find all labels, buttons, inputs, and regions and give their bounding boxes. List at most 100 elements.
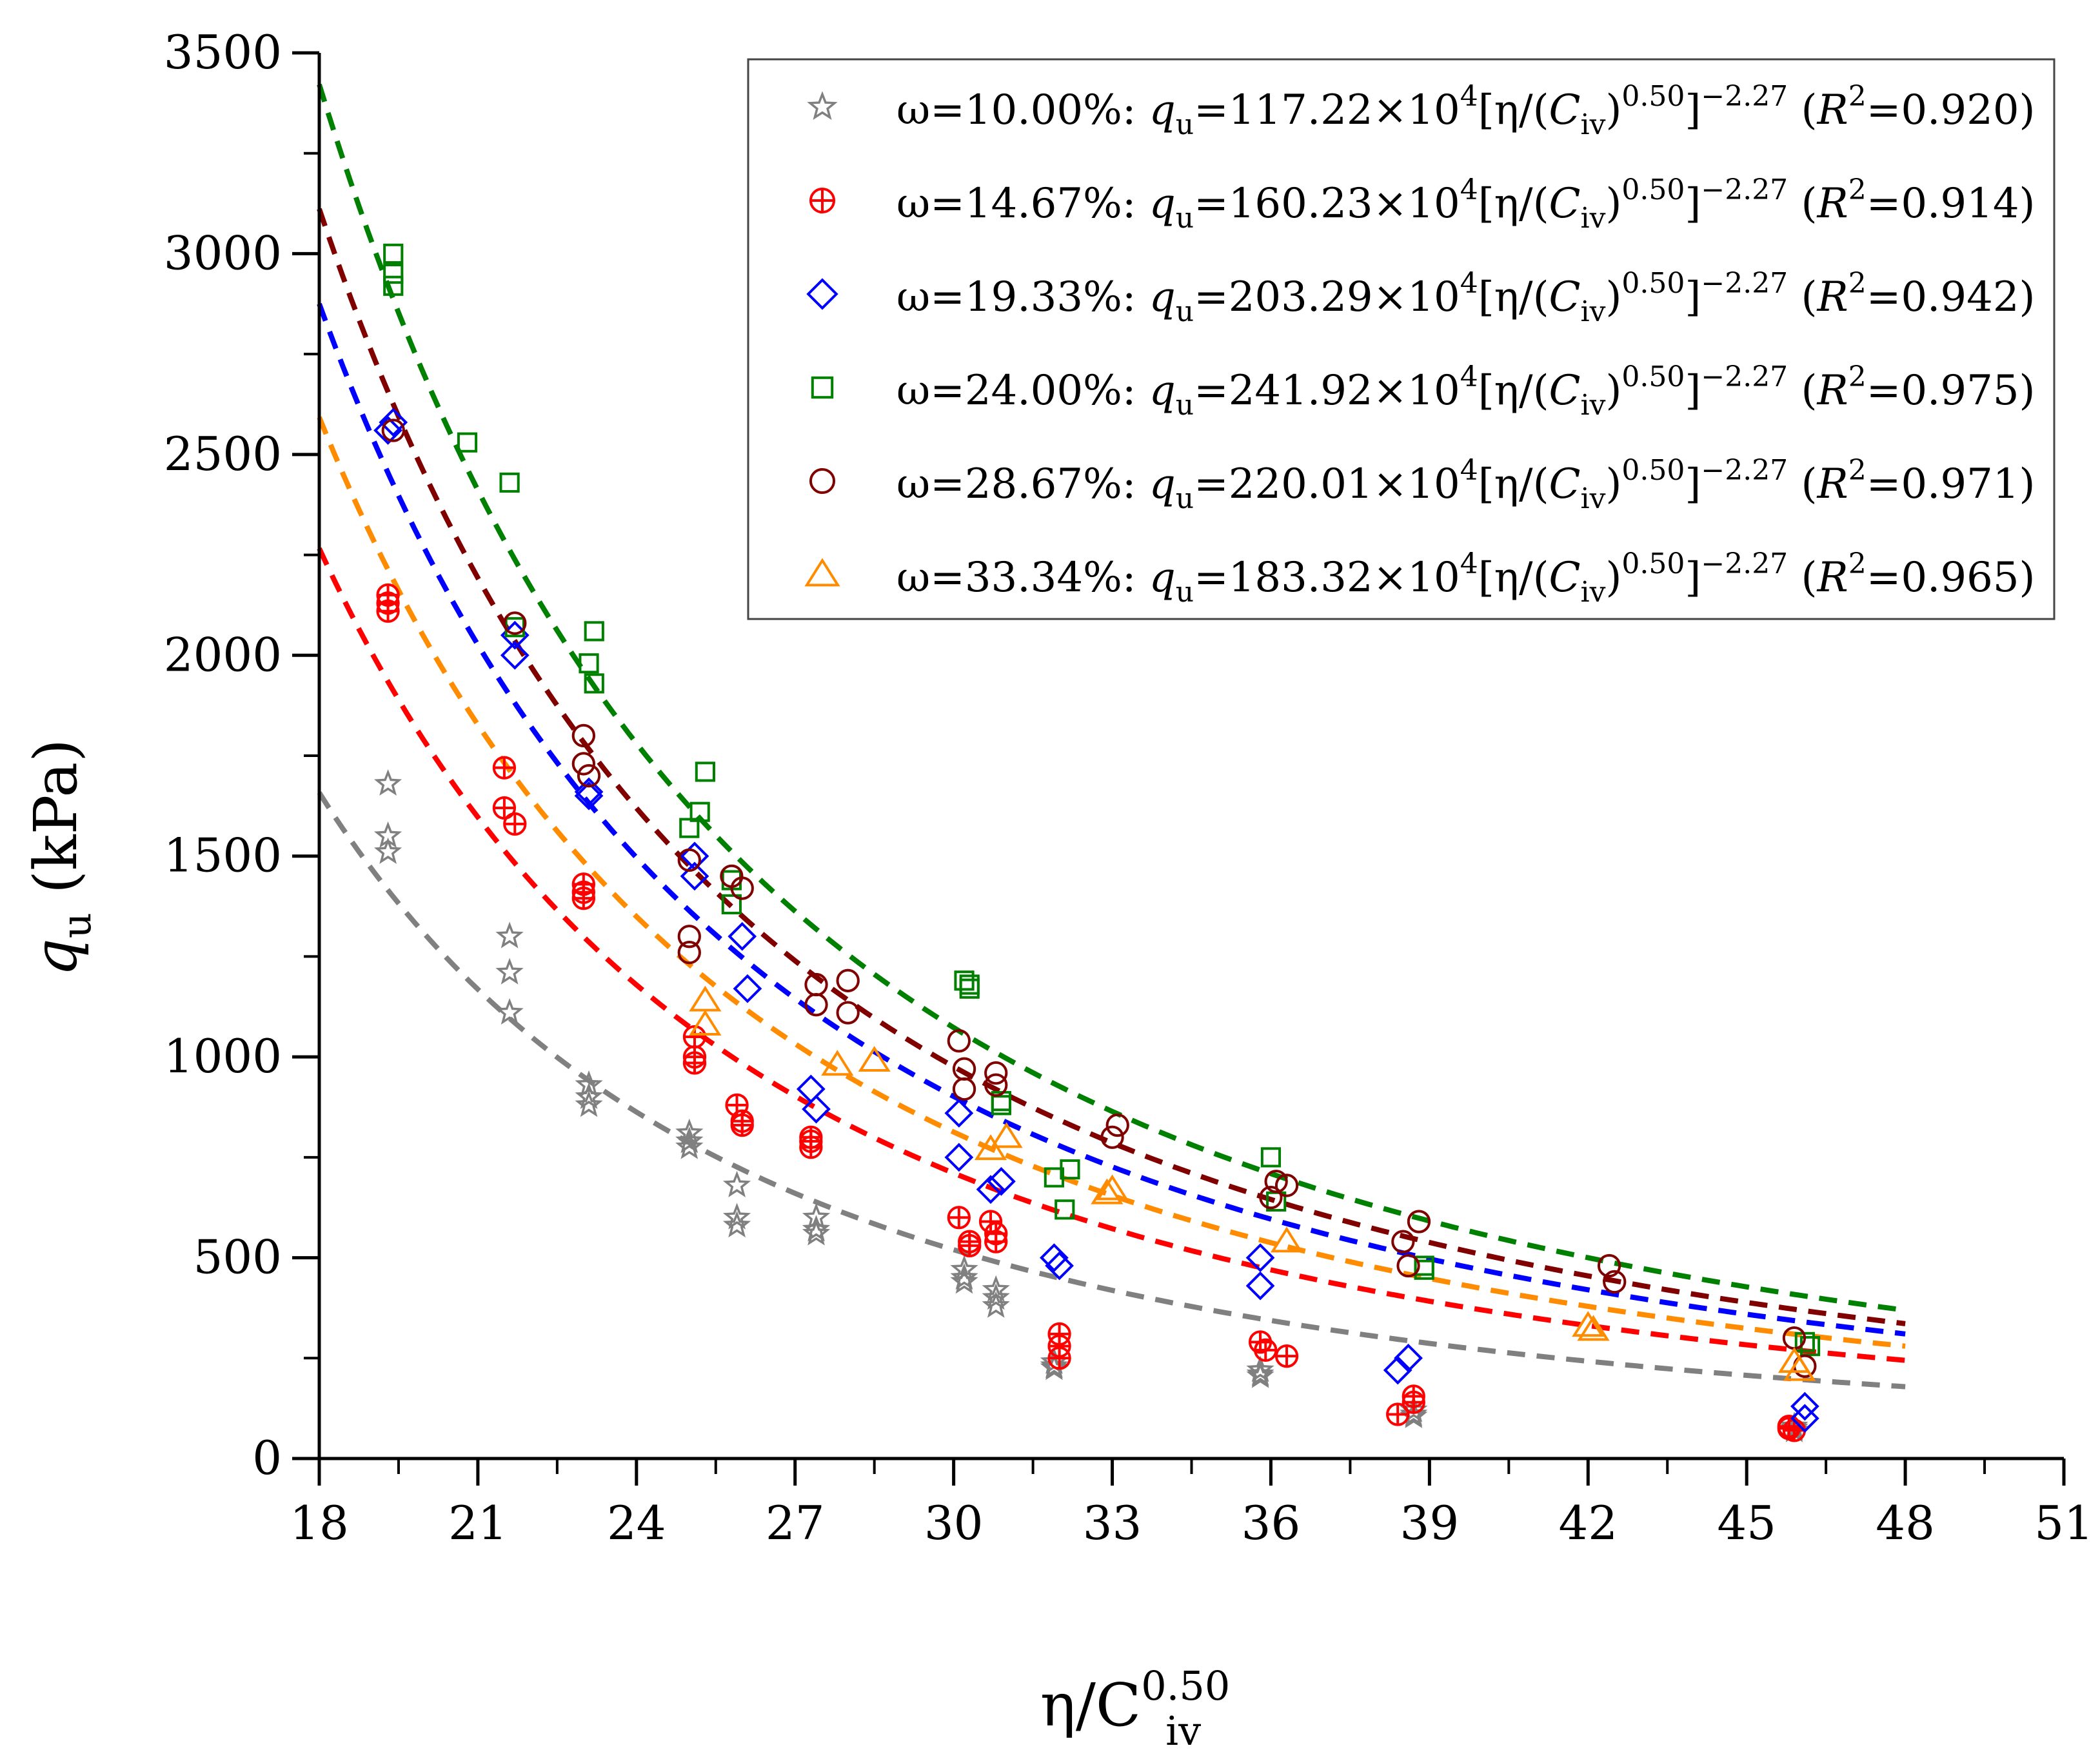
marker-shape bbox=[503, 611, 527, 635]
marker-shape bbox=[1577, 1315, 1610, 1341]
fit-curve-ω=28.67% bbox=[317, 208, 1906, 1326]
marker-shape bbox=[804, 993, 828, 1017]
marker-shape bbox=[1391, 1230, 1415, 1253]
marker-shape bbox=[677, 925, 701, 948]
data-point bbox=[1264, 1170, 1288, 1194]
marker-shape bbox=[677, 848, 701, 872]
x-tick-label: 24 bbox=[607, 1496, 666, 1550]
data-point bbox=[799, 1135, 823, 1159]
data-point bbox=[982, 1291, 1010, 1318]
marker-shape bbox=[984, 1073, 1008, 1097]
marker-shape bbox=[383, 243, 404, 264]
data-point bbox=[1577, 1315, 1610, 1341]
marker-shape bbox=[836, 968, 860, 992]
x-tick-label: 42 bbox=[1558, 1496, 1618, 1550]
marker-shape bbox=[575, 1070, 603, 1097]
marker-shape bbox=[689, 1010, 722, 1036]
data-point bbox=[1260, 1147, 1282, 1168]
marker-shape bbox=[858, 1046, 891, 1072]
x-tick-label: 39 bbox=[1400, 1496, 1460, 1550]
data-point bbox=[950, 1267, 978, 1294]
marker-shape bbox=[577, 763, 601, 788]
data-point bbox=[383, 263, 404, 284]
data-point bbox=[675, 1126, 704, 1154]
marker-shape bbox=[1783, 1355, 1816, 1381]
marker-shape bbox=[1044, 1167, 1064, 1188]
data-point bbox=[584, 673, 604, 694]
marker-shape bbox=[1274, 1174, 1299, 1197]
marker-shape bbox=[584, 673, 604, 694]
data-point bbox=[722, 1211, 751, 1238]
marker-shape bbox=[373, 416, 402, 445]
data-point bbox=[675, 1132, 704, 1159]
data-point bbox=[680, 861, 709, 891]
fit-curve-ω=19.33% bbox=[317, 302, 1906, 1337]
series-circle bbox=[381, 418, 1817, 1378]
data-point bbox=[802, 1215, 831, 1242]
marker-shape bbox=[574, 781, 604, 811]
marker-shape bbox=[959, 974, 980, 995]
marker-shape bbox=[806, 278, 838, 310]
data-point bbox=[976, 1175, 1005, 1204]
marker-shape bbox=[574, 777, 604, 807]
data-point bbox=[495, 921, 524, 948]
marker-shape bbox=[677, 941, 701, 965]
x-tick-label: 36 bbox=[1242, 1496, 1301, 1550]
marker-shape bbox=[733, 974, 762, 1003]
marker-shape bbox=[1245, 1243, 1275, 1272]
data-point bbox=[958, 1233, 982, 1258]
data-point bbox=[1414, 1259, 1434, 1280]
data-point bbox=[1096, 1174, 1129, 1201]
data-point bbox=[689, 1010, 722, 1036]
data-point bbox=[575, 1090, 603, 1117]
marker-shape bbox=[495, 997, 524, 1025]
marker-shape bbox=[495, 958, 524, 985]
legend-entry: ω=14.67%: qu=160.23×104[η/(Civ)0.50]−2.2… bbox=[896, 173, 2036, 235]
data-point bbox=[679, 818, 700, 838]
data-point bbox=[1245, 1243, 1275, 1272]
y-tick-label: 2500 bbox=[164, 427, 282, 481]
marker-shape bbox=[722, 1211, 751, 1238]
data-point bbox=[373, 837, 402, 864]
x-tick-label: 45 bbox=[1717, 1496, 1776, 1550]
marker-shape bbox=[1414, 1259, 1434, 1280]
data-point bbox=[944, 1143, 974, 1172]
legend-entry: ω=28.67%: qu=220.01×104[η/(Civ)0.50]−2.2… bbox=[896, 454, 2036, 515]
marker-shape bbox=[381, 418, 405, 442]
data-point bbox=[381, 418, 405, 442]
marker-shape bbox=[373, 769, 402, 796]
legend-entry: ω=10.00%: qu=117.22×104[η/(Civ)0.50]−2.2… bbox=[896, 80, 2036, 141]
marker-shape bbox=[991, 1095, 1012, 1115]
data-point bbox=[574, 781, 604, 811]
data-point bbox=[802, 1094, 831, 1124]
data-point bbox=[1572, 1311, 1605, 1337]
marker-shape bbox=[944, 1143, 974, 1172]
fit-curve-ω=24.00% bbox=[317, 83, 1906, 1313]
marker-shape bbox=[721, 894, 742, 915]
y-axis-label: qu (kPa) bbox=[21, 739, 100, 976]
data-point bbox=[492, 756, 517, 780]
data-point bbox=[577, 763, 601, 788]
data-point bbox=[730, 876, 754, 900]
x-tick-label: 18 bbox=[290, 1496, 349, 1550]
data-point bbox=[376, 599, 400, 623]
x-tick-label: 30 bbox=[924, 1496, 984, 1550]
data-point bbox=[1391, 1230, 1415, 1253]
fit-curve-ω=14.67% bbox=[317, 547, 1906, 1363]
data-point bbox=[677, 941, 701, 965]
y-tick-label: 1000 bbox=[164, 1029, 282, 1083]
marker-shape bbox=[950, 1255, 978, 1282]
x-tick-label: 51 bbox=[2034, 1496, 2094, 1550]
data-point bbox=[495, 958, 524, 985]
data-point bbox=[1040, 1353, 1069, 1381]
marker-shape bbox=[571, 752, 595, 776]
series-circle-plus bbox=[376, 583, 1807, 1442]
data-point bbox=[1396, 1253, 1420, 1278]
data-point bbox=[722, 1203, 751, 1230]
marker-shape bbox=[802, 1219, 831, 1246]
data-point bbox=[457, 432, 478, 453]
marker-shape bbox=[976, 1175, 1005, 1204]
data-point bbox=[682, 1051, 707, 1075]
marker-shape bbox=[1407, 1210, 1431, 1233]
marker-shape bbox=[1246, 1361, 1274, 1388]
